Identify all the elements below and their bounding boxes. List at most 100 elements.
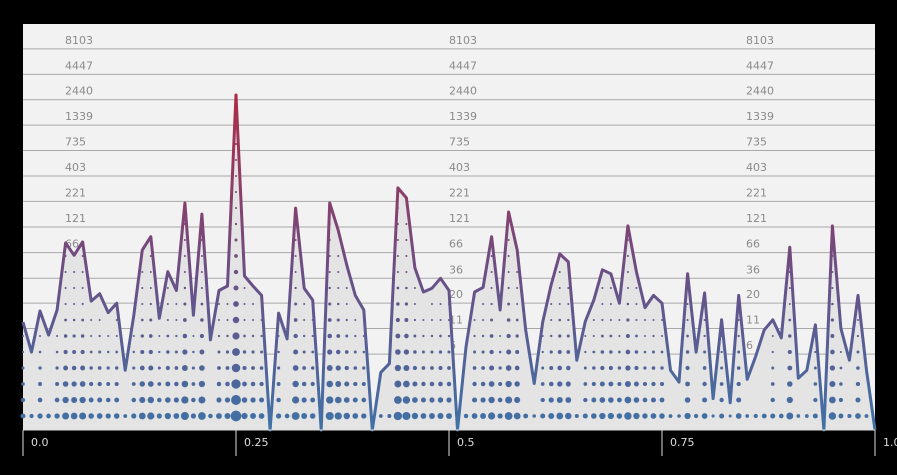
dot [326, 396, 334, 404]
dot [830, 318, 835, 322]
dot [173, 397, 179, 403]
dot [600, 365, 605, 371]
dot [73, 303, 76, 305]
dot [251, 366, 255, 370]
dot [516, 287, 519, 289]
dot [80, 365, 86, 371]
y-tick-label: 20 [449, 288, 463, 301]
dot [232, 348, 240, 356]
dot [63, 349, 68, 355]
dot [548, 381, 554, 387]
dot [745, 414, 750, 418]
dot [393, 411, 403, 421]
dot [770, 397, 775, 403]
dot [174, 381, 179, 387]
dot [549, 334, 553, 338]
dot [609, 303, 612, 305]
x-tick-label: 1.0 [883, 436, 897, 449]
y-tick-label: 221 [746, 186, 767, 199]
dot [302, 366, 307, 370]
y-tick-label: 36 [746, 263, 760, 276]
dot [771, 335, 774, 337]
dot [80, 349, 85, 355]
dot [829, 365, 836, 371]
dot [225, 350, 230, 354]
dot [20, 397, 26, 403]
dot [490, 318, 494, 322]
dot [166, 303, 169, 305]
dot [191, 382, 196, 386]
dot [21, 366, 25, 370]
dot [753, 413, 758, 419]
dot [345, 334, 349, 338]
dot [600, 334, 604, 338]
dot [677, 414, 681, 418]
dot [659, 397, 665, 403]
dot [796, 414, 801, 418]
dot [556, 396, 563, 404]
dot [439, 303, 442, 305]
dot [301, 413, 308, 419]
dot [303, 319, 306, 321]
y-tick-label: 121 [746, 212, 767, 225]
dot [251, 350, 255, 354]
dot [38, 382, 43, 386]
dot [736, 366, 741, 370]
dot [38, 366, 42, 370]
dot [659, 381, 665, 387]
dot [336, 318, 340, 322]
dot [498, 382, 503, 386]
dot [618, 319, 621, 321]
dot [234, 238, 238, 242]
dot [337, 255, 340, 257]
dot [310, 381, 315, 387]
dot [327, 333, 332, 339]
dot [387, 413, 392, 419]
dot [233, 269, 239, 275]
dot [505, 365, 512, 371]
dot [64, 271, 67, 273]
dot [79, 396, 86, 404]
dot [505, 380, 512, 388]
dot [504, 412, 513, 420]
dot [472, 397, 478, 403]
dot [735, 413, 742, 419]
dot [488, 412, 496, 420]
dot [343, 397, 350, 403]
dot [778, 413, 784, 419]
dot [856, 334, 860, 338]
dot [624, 380, 631, 388]
dot [37, 397, 43, 403]
dot [736, 397, 742, 403]
y-tick-label: 121 [65, 212, 86, 225]
dot [446, 413, 452, 419]
dot [141, 287, 144, 289]
dot [719, 382, 724, 386]
dot [405, 255, 408, 257]
dot [489, 349, 494, 355]
dot [650, 413, 657, 419]
y-tick-label: 11 [746, 313, 760, 326]
dot [430, 350, 434, 354]
dot [497, 397, 503, 403]
dot [190, 413, 197, 419]
dot [217, 334, 221, 338]
dot [592, 350, 596, 354]
dot [216, 413, 222, 419]
dot [413, 287, 416, 289]
dot [490, 287, 493, 289]
dot [38, 350, 42, 354]
dot [719, 413, 725, 419]
dot [430, 334, 434, 338]
dot [830, 334, 835, 338]
dot [106, 350, 110, 354]
dot [70, 412, 78, 420]
dot [514, 381, 520, 387]
dot [490, 302, 493, 306]
dot [635, 303, 638, 305]
dot [703, 350, 707, 354]
dot [183, 271, 186, 273]
dot [574, 413, 579, 419]
dot [437, 397, 444, 403]
